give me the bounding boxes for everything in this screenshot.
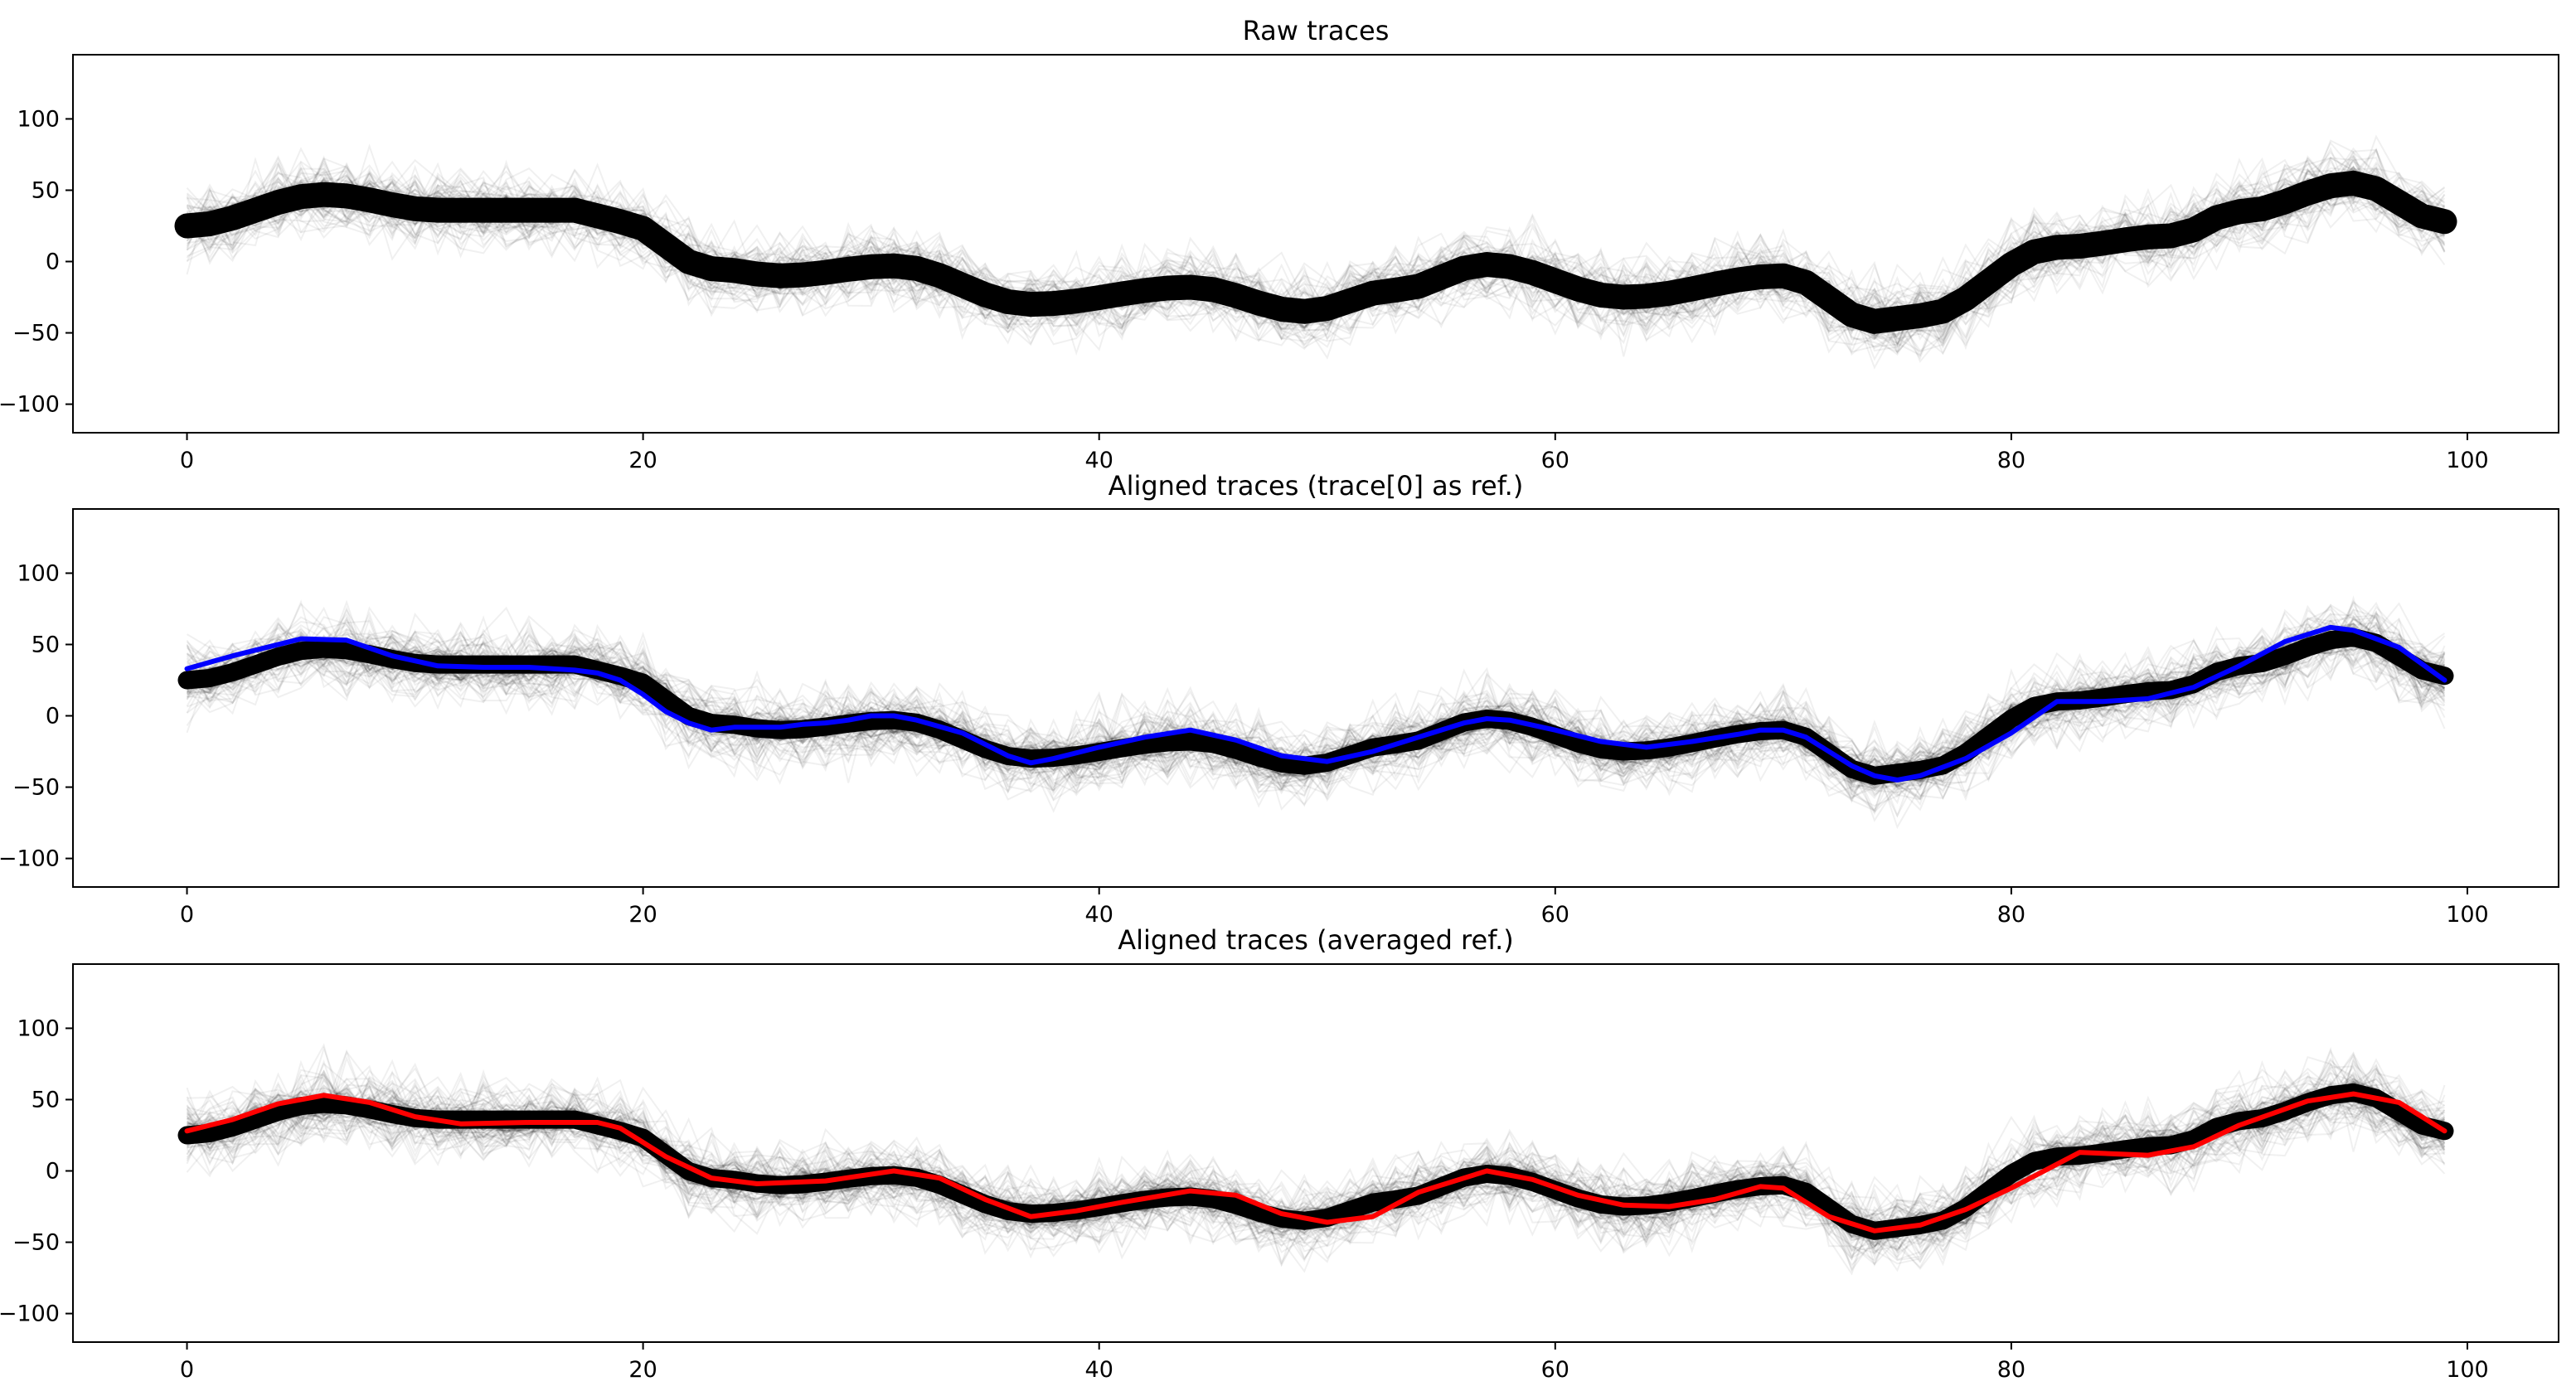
y-tick-label: 50 — [32, 632, 60, 657]
x-tick-label: 60 — [1541, 448, 1569, 473]
y-tick-label: 100 — [17, 1015, 60, 1041]
y-tick-label: −100 — [0, 392, 60, 418]
x-tick-label: 60 — [1541, 1357, 1569, 1383]
x-tick-label: 60 — [1541, 902, 1569, 928]
y-tick-label: 0 — [46, 1159, 60, 1185]
panel-raw-traces: Raw traces 0 20 40 60 80 100 −100 −50 0 50 100 — [0, 15, 2559, 473]
x-tick-label: 20 — [628, 448, 657, 473]
x-tick-label: 80 — [1997, 902, 2025, 928]
plot-area — [177, 595, 2454, 830]
panel-aligned-averaged-ref: Aligned traces (averaged ref.) 0 20 40 60 80… — [0, 924, 2559, 1383]
y-tick-label: −100 — [0, 1301, 60, 1327]
y-tick-label: −50 — [12, 321, 60, 347]
trace-line — [187, 1081, 2445, 1245]
x-tick-label: 0 — [180, 1357, 194, 1383]
x-tick-label: 20 — [628, 1357, 657, 1383]
x-tick-label: 20 — [628, 902, 657, 928]
trace-line — [187, 628, 2446, 797]
trace-core-band — [174, 170, 2457, 334]
chart-title: Raw traces — [1243, 15, 1390, 46]
y-tick-label: 50 — [32, 177, 60, 203]
x-tick-label: 40 — [1085, 448, 1113, 473]
plot-area — [177, 1043, 2454, 1276]
x-tick-label: 40 — [1085, 1357, 1113, 1383]
chart-title: Aligned traces (trace[0] as ref.) — [1109, 470, 1524, 502]
trace-line — [187, 1085, 2445, 1276]
y-tick-label: 100 — [17, 106, 60, 132]
chart-title: Aligned traces (averaged ref.) — [1118, 924, 1514, 956]
x-tick-label: 100 — [2446, 902, 2489, 928]
trace-line — [187, 1067, 2445, 1272]
x-tick-label: 100 — [2446, 448, 2489, 473]
trace-line — [187, 616, 2445, 796]
trace-line — [186, 1055, 2446, 1251]
y-tick-label: 0 — [46, 250, 60, 275]
trace-line — [186, 1083, 2446, 1263]
x-tick-label: 100 — [2446, 1357, 2489, 1383]
trace-line — [187, 158, 2445, 341]
axes-frame — [72, 508, 2559, 888]
y-tick-label: −50 — [12, 1230, 60, 1256]
x-tick-label: 0 — [180, 448, 194, 473]
reference-line — [184, 1091, 2447, 1233]
axes-frame — [72, 963, 2559, 1343]
x-tick-label: 80 — [1997, 448, 2025, 473]
y-tick-label: 50 — [32, 1087, 60, 1112]
axes-frame — [72, 54, 2559, 434]
plot-area — [174, 134, 2457, 370]
trace-line — [186, 1079, 2445, 1249]
x-tick-label: 80 — [1997, 1357, 2025, 1383]
panel-aligned-trace0-ref: Aligned traces (trace[0] as ref.) 0 20 40 6… — [0, 470, 2559, 928]
trace-line — [186, 608, 2446, 807]
x-tick-label: 40 — [1085, 902, 1113, 928]
y-tick-label: −50 — [12, 775, 60, 801]
x-tick-label: 0 — [180, 902, 194, 928]
y-tick-label: 0 — [46, 704, 60, 729]
y-tick-label: 100 — [17, 560, 60, 586]
trace-line — [186, 143, 2445, 350]
trace-line — [187, 610, 2446, 792]
y-tick-label: −100 — [0, 846, 60, 872]
trace-line — [186, 632, 2446, 777]
trace-line — [187, 599, 2446, 801]
reference-line — [184, 624, 2447, 783]
trace-line — [186, 1071, 2446, 1266]
